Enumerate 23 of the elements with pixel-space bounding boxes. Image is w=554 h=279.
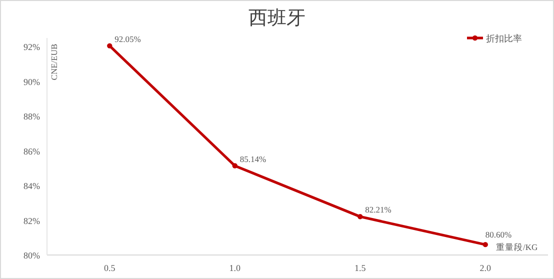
x-tick-label: 0.5 — [104, 263, 116, 273]
y-axis-title: CNE/EUB — [49, 43, 59, 80]
x-tick-label: 1.0 — [229, 263, 241, 273]
x-tick-label: 1.5 — [354, 263, 366, 273]
data-label: 85.14% — [240, 154, 266, 164]
data-label: 80.60% — [485, 230, 512, 240]
point — [232, 163, 238, 168]
x-tick-label: 2.0 — [480, 263, 492, 273]
y-tick-label: 90% — [24, 76, 40, 87]
y-tick-label: 82% — [24, 216, 40, 226]
y-tick-label: 80% — [24, 250, 40, 260]
chart-title: 西班牙 — [248, 8, 306, 29]
y-tick-label: 84% — [24, 181, 40, 192]
point — [107, 43, 112, 48]
data-label: 92.05% — [114, 34, 141, 44]
y-tick-label: 88% — [24, 112, 40, 122]
legend-label: 折扣比率 — [486, 34, 522, 44]
point — [482, 242, 488, 248]
point — [358, 214, 363, 220]
y-tick-label: 86% — [24, 146, 40, 156]
data-label: 82.21% — [365, 204, 392, 215]
x-axis-title: 重量段/KG — [496, 242, 538, 252]
y-tick-label: 92% — [24, 42, 40, 52]
